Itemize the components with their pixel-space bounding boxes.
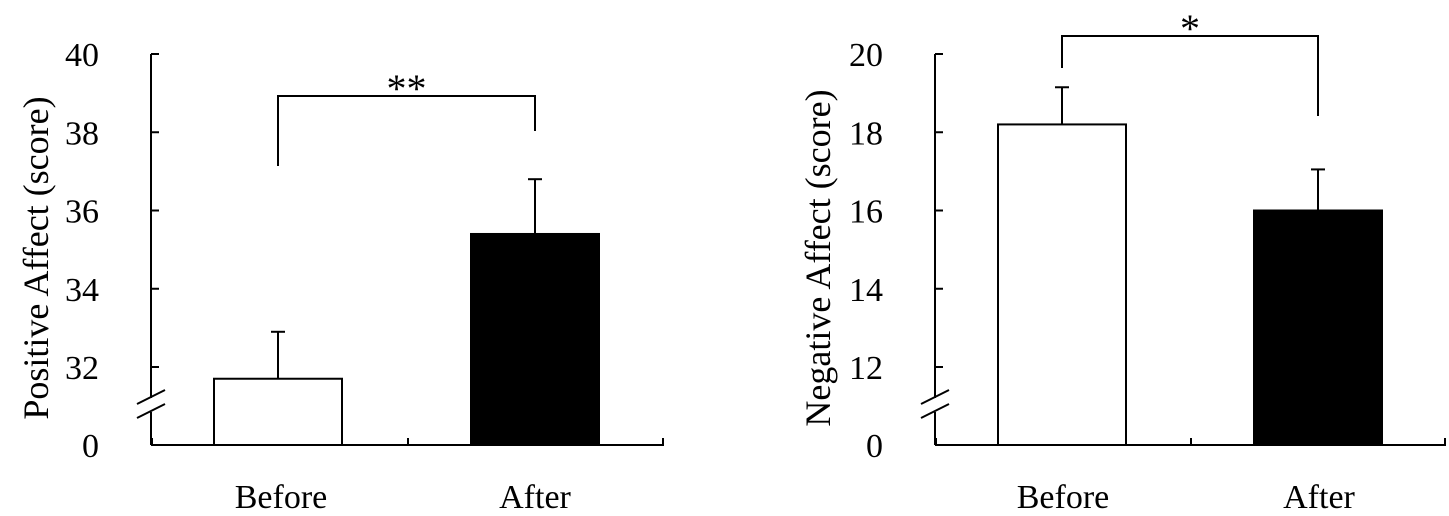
panel2-bar-before bbox=[997, 123, 1127, 447]
panel1-y-tick-label: 32 bbox=[65, 350, 99, 387]
panel2-significance-bracket bbox=[1061, 35, 1319, 116]
panel2-bar-after bbox=[1253, 209, 1383, 446]
panel2-y-tick-label: 20 bbox=[849, 37, 883, 74]
panel1-category-label: Before bbox=[235, 479, 328, 511]
panel1-axis-break-mark bbox=[136, 389, 166, 405]
panel1-y-tick-label: 0 bbox=[82, 428, 99, 465]
panel2-y-tick-label: 12 bbox=[849, 350, 883, 387]
panel1-y-tick-label: 38 bbox=[65, 115, 99, 152]
panel2-y-tick-label: 0 bbox=[866, 428, 883, 465]
panel1-y-axis-title: Positive Affect (score) bbox=[16, 96, 56, 419]
panel1-significance-label: ** bbox=[387, 66, 427, 111]
panel1-y-tick-label: 40 bbox=[65, 37, 99, 74]
panel2-y-axis-title: Negative Affect (score) bbox=[798, 89, 838, 426]
panel1-significance-bracket bbox=[277, 95, 536, 166]
panel1-category-label: After bbox=[499, 479, 571, 511]
panel1-y-tick-label: 34 bbox=[65, 272, 99, 309]
panel2-category-label: After bbox=[1283, 479, 1355, 511]
panel2-axis-break-mark bbox=[920, 389, 950, 405]
panel2-category-label: Before bbox=[1017, 479, 1110, 511]
panel2-y-tick-label: 18 bbox=[849, 115, 883, 152]
panel2-axis-break-mark bbox=[920, 403, 950, 419]
panel1-axis-break-mark bbox=[136, 403, 166, 419]
panel1-bar-after bbox=[470, 232, 600, 446]
panel2-y-tick-label: 14 bbox=[849, 272, 883, 309]
panel1-y-tick-label: 36 bbox=[65, 194, 99, 231]
panel2-significance-label: * bbox=[1180, 6, 1200, 51]
panel1-bar-before bbox=[213, 377, 343, 446]
panel2-y-tick-label: 16 bbox=[849, 194, 883, 231]
